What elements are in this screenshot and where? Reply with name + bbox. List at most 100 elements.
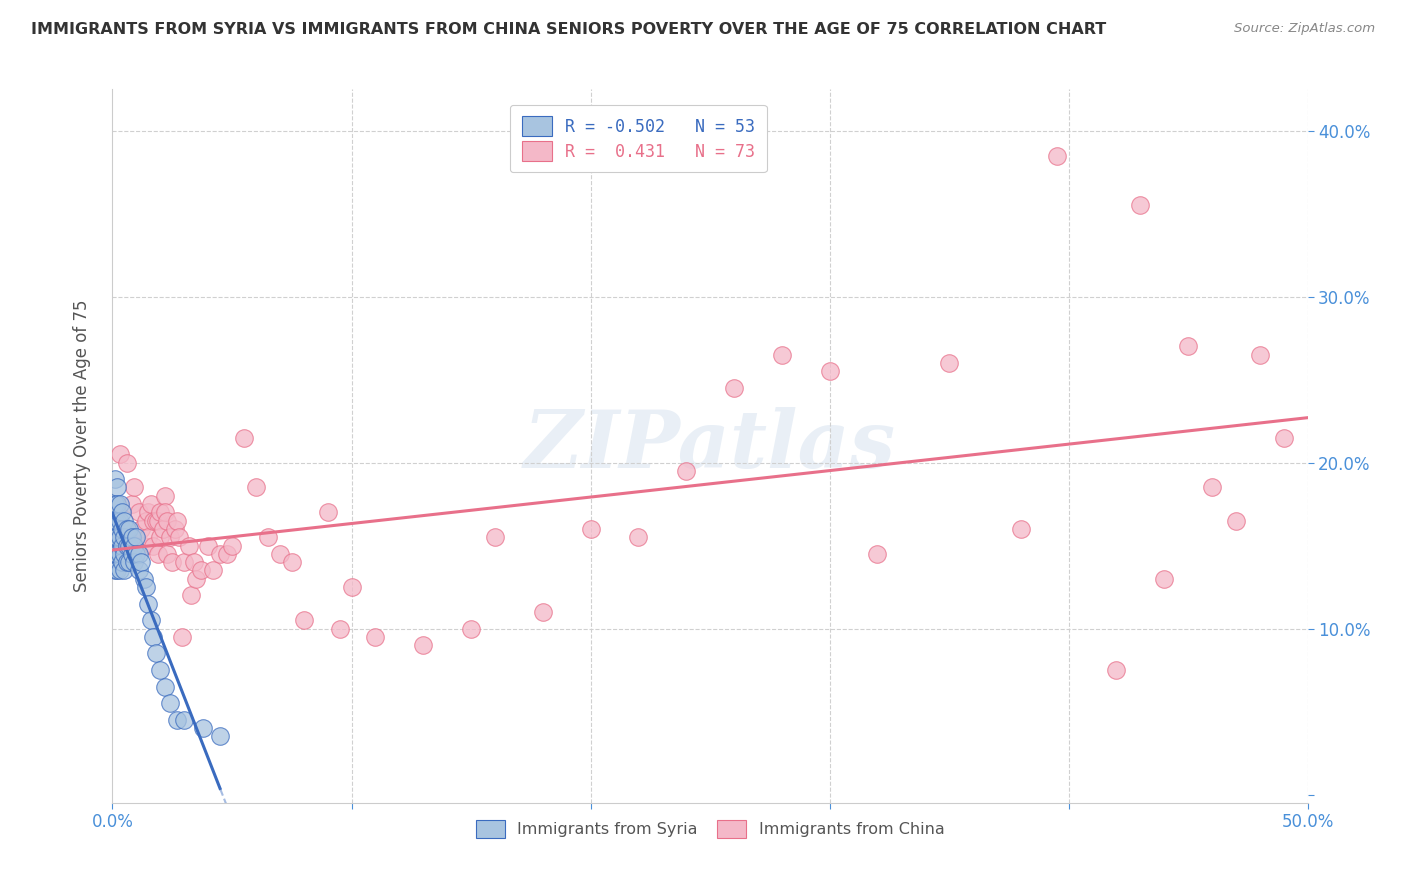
Point bbox=[121, 530, 143, 544]
Point bbox=[125, 530, 148, 544]
Point bbox=[186, 572, 208, 586]
Point bbox=[104, 547, 127, 561]
Point bbox=[146, 547, 169, 561]
Point bbox=[132, 572, 155, 586]
Point bbox=[108, 547, 131, 561]
Point bbox=[105, 547, 128, 561]
Point bbox=[183, 555, 205, 569]
Point bbox=[169, 530, 191, 544]
Point bbox=[1105, 663, 1128, 677]
Point bbox=[412, 638, 434, 652]
Point bbox=[114, 514, 135, 528]
Point bbox=[329, 622, 352, 636]
Point bbox=[111, 539, 134, 553]
Point bbox=[233, 431, 256, 445]
Point bbox=[115, 456, 138, 470]
Point bbox=[128, 547, 150, 561]
Point bbox=[152, 522, 174, 536]
Text: IMMIGRANTS FROM SYRIA VS IMMIGRANTS FROM CHINA SENIORS POVERTY OVER THE AGE OF 7: IMMIGRANTS FROM SYRIA VS IMMIGRANTS FROM… bbox=[31, 22, 1107, 37]
Point bbox=[125, 530, 148, 544]
Point bbox=[108, 564, 131, 578]
Point bbox=[108, 514, 131, 528]
Y-axis label: Seniors Poverty Over the Age of 75: Seniors Poverty Over the Age of 75 bbox=[73, 300, 91, 592]
Point bbox=[122, 539, 145, 553]
Point bbox=[156, 547, 179, 561]
Point bbox=[209, 730, 232, 744]
Point bbox=[163, 522, 186, 536]
Point bbox=[364, 630, 387, 644]
Point bbox=[173, 713, 195, 727]
Point bbox=[122, 481, 145, 495]
Point bbox=[132, 539, 155, 553]
Point bbox=[153, 505, 176, 519]
Point bbox=[114, 547, 135, 561]
Point bbox=[105, 497, 128, 511]
Point bbox=[145, 647, 167, 661]
Point bbox=[1129, 198, 1152, 212]
Point bbox=[142, 630, 165, 644]
Point bbox=[111, 505, 134, 519]
Point bbox=[135, 514, 157, 528]
Point bbox=[166, 514, 188, 528]
Point bbox=[866, 547, 889, 561]
Point bbox=[128, 564, 150, 578]
Point bbox=[316, 505, 339, 519]
Point bbox=[104, 530, 127, 544]
Point bbox=[129, 555, 152, 569]
Point bbox=[340, 580, 363, 594]
Point bbox=[142, 514, 165, 528]
Point bbox=[118, 522, 141, 536]
Point bbox=[159, 696, 181, 710]
Point bbox=[627, 530, 650, 544]
Text: ZIPatlas: ZIPatlas bbox=[524, 408, 896, 484]
Point bbox=[108, 530, 131, 544]
Point bbox=[1249, 348, 1271, 362]
Point bbox=[121, 547, 143, 561]
Point bbox=[111, 522, 134, 536]
Point bbox=[105, 564, 128, 578]
Point bbox=[1010, 522, 1032, 536]
Point bbox=[197, 539, 219, 553]
Point bbox=[221, 539, 243, 553]
Point bbox=[104, 497, 127, 511]
Point bbox=[108, 497, 131, 511]
Point bbox=[173, 555, 195, 569]
Point bbox=[138, 597, 160, 611]
Point bbox=[105, 514, 128, 528]
Point bbox=[122, 555, 145, 569]
Point bbox=[292, 613, 315, 627]
Point bbox=[180, 588, 202, 602]
Point bbox=[579, 522, 602, 536]
Point bbox=[201, 564, 224, 578]
Point bbox=[149, 505, 172, 519]
Point bbox=[675, 464, 697, 478]
Point bbox=[128, 505, 150, 519]
Point bbox=[209, 547, 232, 561]
Point bbox=[104, 514, 127, 528]
Point bbox=[257, 530, 280, 544]
Point bbox=[170, 630, 193, 644]
Point bbox=[162, 555, 183, 569]
Point bbox=[1272, 431, 1295, 445]
Point bbox=[142, 539, 165, 553]
Point bbox=[146, 514, 169, 528]
Point bbox=[135, 580, 157, 594]
Point bbox=[118, 555, 141, 569]
Point bbox=[129, 522, 152, 536]
Point bbox=[138, 530, 160, 544]
Point bbox=[104, 472, 127, 486]
Point bbox=[1153, 572, 1175, 586]
Point bbox=[108, 447, 131, 461]
Point bbox=[1201, 481, 1223, 495]
Point bbox=[245, 481, 267, 495]
Point bbox=[723, 381, 745, 395]
Point bbox=[139, 613, 162, 627]
Point bbox=[818, 364, 841, 378]
Point bbox=[153, 680, 176, 694]
Point bbox=[177, 539, 200, 553]
Point bbox=[145, 514, 167, 528]
Point bbox=[118, 539, 141, 553]
Point bbox=[149, 530, 172, 544]
Point bbox=[269, 547, 291, 561]
Point bbox=[190, 564, 212, 578]
